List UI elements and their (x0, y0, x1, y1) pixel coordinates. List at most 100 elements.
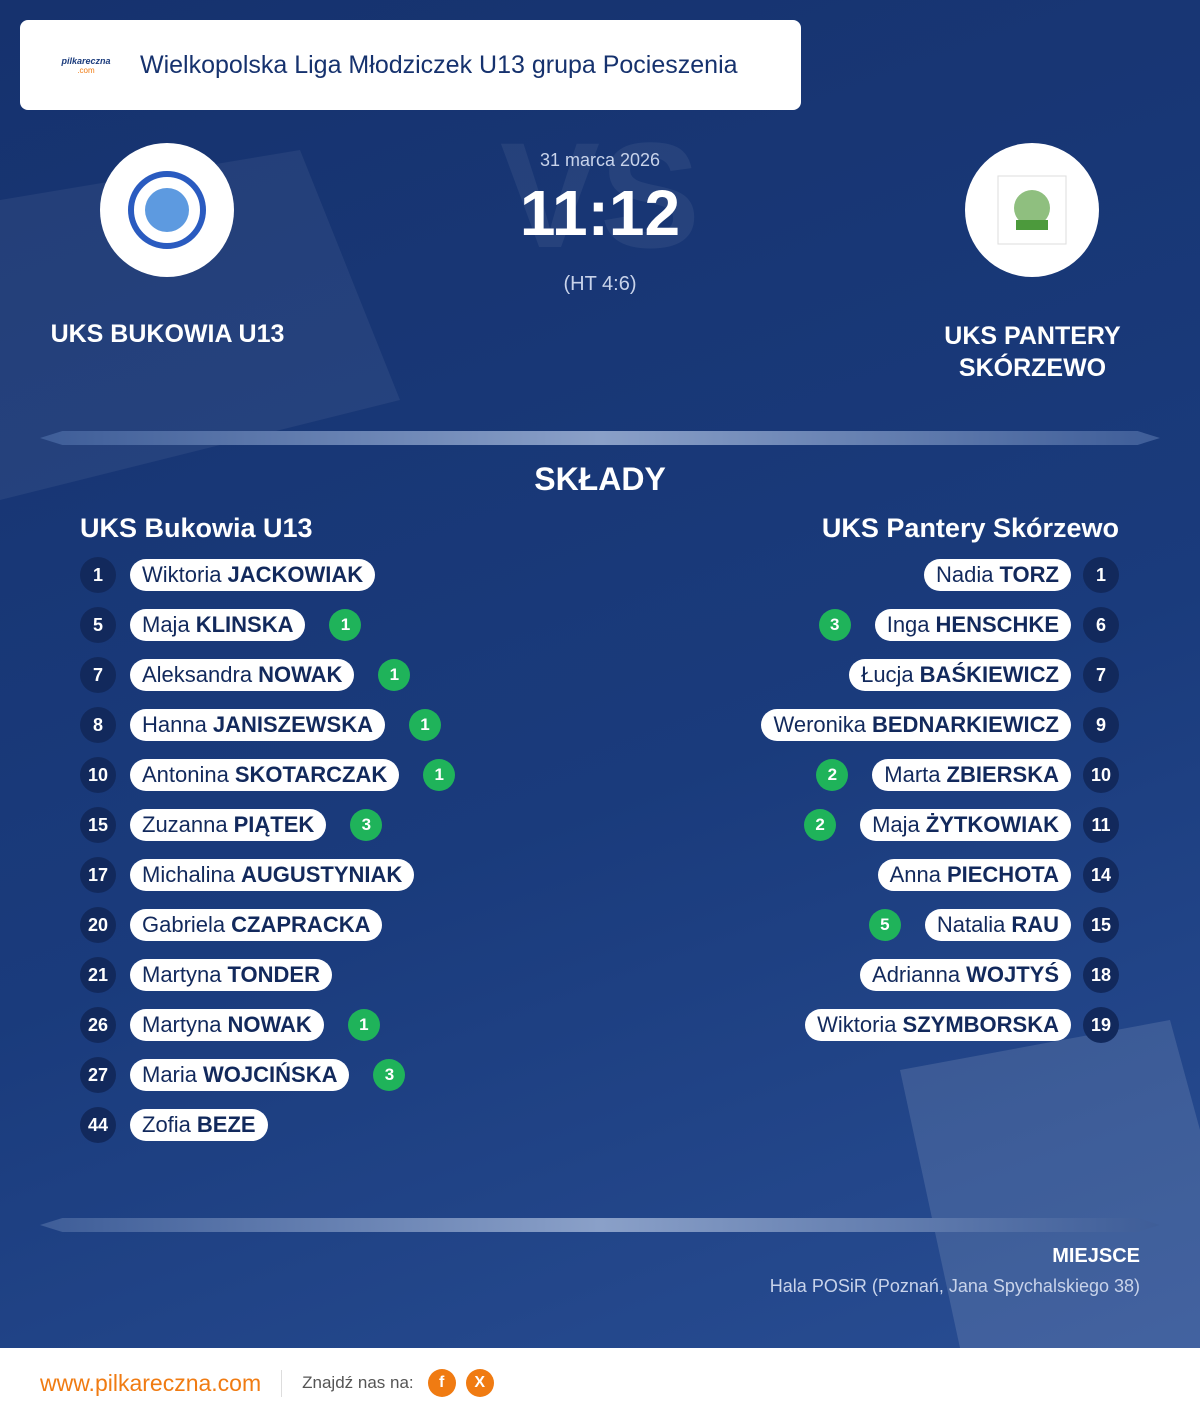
last-name: PIĄTEK (233, 812, 315, 837)
home-logo (100, 143, 234, 277)
divider (40, 1218, 1160, 1232)
last-name: SKOTARCZAK (234, 762, 388, 787)
last-name: BAŚKIEWICZ (919, 662, 1059, 687)
player-number: 21 (80, 957, 116, 993)
player-row: 5 Maja KLINSKA 1 (80, 607, 362, 643)
first-name: Marta (884, 762, 941, 787)
player-number: 6 (1083, 607, 1119, 643)
first-name: Maja (872, 812, 920, 837)
last-name: WOJTYŚ (966, 962, 1059, 987)
halftime: (HT 4:6) (563, 273, 637, 295)
player-row: 17 Michalina AUGUSTYNIAK (80, 857, 415, 893)
first-name: Łucja (861, 662, 914, 687)
first-name: Maja (142, 612, 190, 637)
logo: pilkareczna .com (50, 56, 122, 75)
player-name: Natalia RAU (924, 909, 1071, 941)
logo-sub: .com (77, 65, 95, 75)
venue-label: MIEJSCE (1052, 1245, 1140, 1267)
player-number: 14 (1083, 857, 1119, 893)
player-row: 8 Hanna JANISZEWSKA 1 (80, 707, 441, 743)
first-name: Inga (886, 612, 930, 637)
vs-watermark: VS (499, 111, 701, 279)
site-link[interactable]: www.pilkareczna.com (40, 1369, 283, 1397)
first-name: Adrianna (872, 962, 961, 987)
player-row: 5 Natalia RAU 15 (868, 907, 1119, 943)
last-name: RAU (1011, 912, 1059, 937)
player-name: Anna PIECHOTA (877, 859, 1071, 891)
first-name: Weronika (773, 712, 866, 737)
player-number: 1 (1083, 557, 1119, 593)
lineups-title: SKŁADY (534, 461, 666, 497)
player-number: 1 (80, 557, 116, 593)
logo-text: pilkareczna (61, 55, 111, 66)
player-number: 44 (80, 1107, 116, 1143)
divider (40, 431, 1160, 445)
player-name: Wiktoria JACKOWIAK (130, 559, 376, 591)
player-number: 26 (80, 1007, 116, 1043)
goals-badge: 2 (804, 809, 837, 841)
first-name: Nadia (936, 562, 994, 587)
goals-badge: 1 (423, 759, 456, 791)
last-name: CZAPRACKA (231, 912, 371, 937)
away-logo (965, 143, 1099, 277)
player-number: 11 (1083, 807, 1119, 843)
last-name: WOJCIŃSKA (203, 1062, 338, 1087)
first-name: Michalina (142, 862, 235, 887)
goals-badge: 1 (347, 1009, 380, 1041)
player-name: Nadia TORZ (924, 559, 1071, 591)
player-row: 44 Zofia BEZE (80, 1107, 268, 1143)
player-row: 2 Maja ŻYTKOWIAK 11 (804, 807, 1119, 843)
player-row: Anna PIECHOTA 14 (877, 857, 1119, 893)
away-team-heading: UKS Pantery Skórzewo (821, 513, 1119, 543)
player-number: 15 (1083, 907, 1119, 943)
social-icon[interactable]: f (427, 1369, 456, 1397)
player-row: 26 Martyna NOWAK 1 (80, 1007, 380, 1043)
player-row: Weronika BEDNARKIEWICZ 9 (761, 707, 1119, 743)
last-name: JANISZEWSKA (212, 712, 373, 737)
player-name: Aleksandra NOWAK (130, 659, 355, 691)
score: 11:12 (519, 177, 681, 249)
social-icon[interactable]: X (465, 1369, 494, 1397)
first-name: Zuzanna (142, 812, 228, 837)
last-name: ZBIERSKA (946, 762, 1059, 787)
player-number: 9 (1083, 707, 1119, 743)
last-name: NOWAK (227, 1012, 312, 1037)
player-number: 5 (80, 607, 116, 643)
home-team-heading: UKS Bukowia U13 (80, 513, 313, 543)
player-row: 15 Zuzanna PIĄTEK 3 (80, 807, 383, 843)
player-name: Antonina SKOTARCZAK (130, 759, 400, 791)
player-name: Maja ŻYTKOWIAK (860, 809, 1071, 841)
player-number: 27 (80, 1057, 116, 1093)
last-name: PIECHOTA (946, 862, 1059, 887)
goals-badge: 2 (816, 759, 849, 791)
venue-text: Hala POSiR (Poznań, Jana Spychalskiego 3… (769, 1276, 1140, 1296)
first-name: Anna (889, 862, 941, 887)
first-name: Hanna (142, 712, 207, 737)
player-name: Adrianna WOJTYŚ (860, 959, 1071, 991)
first-name: Maria (142, 1062, 198, 1087)
goals-badge: 1 (329, 609, 362, 641)
follow-label: Znajdź nas na: (302, 1373, 414, 1392)
last-name: JACKOWIAK (227, 562, 364, 587)
player-number: 10 (1083, 757, 1119, 793)
last-name: TONDER (227, 962, 320, 987)
home-name: UKS BUKOWIA U13 (50, 320, 285, 348)
player-name: Zofia BEZE (130, 1109, 268, 1141)
player-name: Martyna TONDER (130, 959, 332, 991)
last-name: HENSCHKE (935, 612, 1059, 637)
player-name: Łucja BAŚKIEWICZ (849, 659, 1071, 691)
goals-badge: 1 (408, 709, 441, 741)
first-name: Zofia (142, 1112, 191, 1137)
last-name: KLINSKA (195, 612, 294, 637)
first-name: Wiktoria (817, 1012, 897, 1037)
player-row: 21 Martyna TONDER (80, 957, 332, 993)
player-name: Inga HENSCHKE (874, 609, 1071, 641)
player-row: Wiktoria SZYMBORSKA 19 (805, 1007, 1119, 1043)
first-name: Gabriela (142, 912, 226, 937)
player-row: 1 Wiktoria JACKOWIAK (80, 557, 376, 593)
player-row: Adrianna WOJTYŚ 18 (860, 957, 1119, 993)
player-name: Hanna JANISZEWSKA (130, 709, 385, 741)
player-name: Maria WOJCIŃSKA (130, 1059, 350, 1091)
goals-badge: 3 (373, 1059, 406, 1091)
